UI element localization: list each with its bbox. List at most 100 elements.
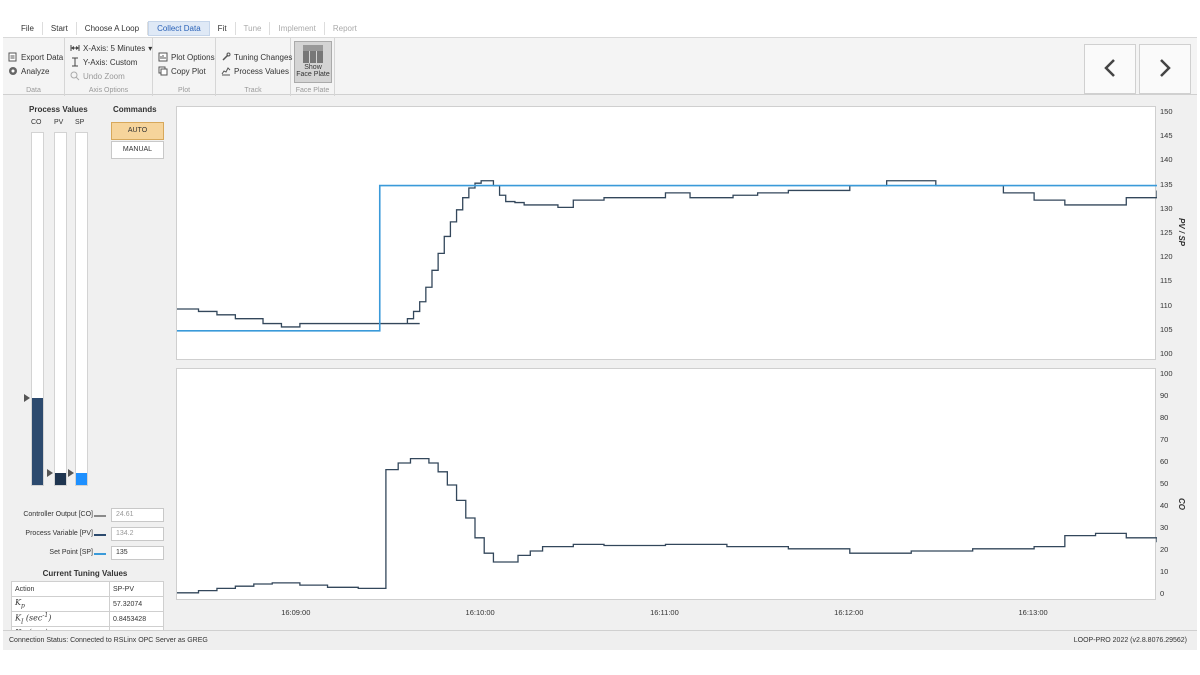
y-tick-label: 120 xyxy=(1160,252,1173,262)
pv-sp-axis-label: PV / SP xyxy=(1177,218,1186,247)
menu-start[interactable]: Start xyxy=(43,22,77,35)
co-legend-swatch xyxy=(94,515,106,517)
x-tick-label: 16:09:00 xyxy=(281,608,311,617)
data-group-title: Data xyxy=(26,87,41,94)
x-axis-dropdown[interactable]: X-Axis: 5 Minutes ▾ xyxy=(70,43,152,53)
tuning-value: 0.8453428 xyxy=(109,611,164,627)
auto-button[interactable]: AUTO xyxy=(111,122,164,140)
y-tick-label: 10 xyxy=(1160,567,1169,576)
sp-readout-label: Set Point [SP] xyxy=(49,549,93,556)
x-tick-label: 16:11:00 xyxy=(650,608,679,617)
co-value-field[interactable]: 24.61 xyxy=(111,508,164,522)
plot-options-button[interactable]: Plot Options xyxy=(158,52,215,62)
y-tick-label: 90 xyxy=(1160,391,1169,400)
y-tick-label: 145 xyxy=(1160,131,1173,141)
app-window: File Start Choose A Loop Collect Data Fi… xyxy=(3,20,1197,650)
sp-readout-row: Set Point [SP] 135 xyxy=(5,546,165,561)
show-label: Show xyxy=(304,64,322,71)
show-face-plate-button[interactable]: Show Face Plate xyxy=(294,41,332,83)
y-tick-label: 140 xyxy=(1160,155,1173,165)
y-tick-label: 70 xyxy=(1160,435,1169,444)
undo-zoom-button[interactable]: Undo Zoom xyxy=(70,71,125,81)
menu-file[interactable]: File xyxy=(13,22,43,35)
x-axis-label: X-Axis: 5 Minutes xyxy=(83,43,146,53)
export-icon xyxy=(8,52,18,62)
chart-icon xyxy=(221,66,231,76)
ribbon-group-axis-options: X-Axis: 5 Minutes ▾ Y-Axis: Custom Undo … xyxy=(65,38,153,96)
forward-button[interactable] xyxy=(1139,44,1191,94)
export-data-button[interactable]: Export Data xyxy=(8,52,63,62)
ribbon-group-faceplate: Show Face Plate Face Plate xyxy=(291,38,335,96)
menu-tune[interactable]: Tune xyxy=(236,22,271,35)
tuning-changes-label: Tuning Changes xyxy=(234,52,293,62)
tuning-changes-button[interactable]: Tuning Changes xyxy=(221,52,292,62)
wrench-icon xyxy=(221,52,231,62)
copy-plot-button[interactable]: Copy Plot xyxy=(158,66,206,76)
pv-readout-row: Process Variable [PV] 134.2 xyxy=(5,527,165,542)
co-readout-row: Controller Output [CO] 24.61 xyxy=(5,508,165,523)
y-tick-label: 105 xyxy=(1160,324,1173,334)
y-tick-label: 100 xyxy=(1160,349,1173,358)
menu-fit[interactable]: Fit xyxy=(210,22,236,35)
pv-sp-chart-svg xyxy=(177,180,1157,332)
sp-bar-label: SP xyxy=(75,119,85,126)
y-tick-label: 20 xyxy=(1160,545,1169,554)
analyze-label: Analyze xyxy=(21,66,50,76)
tuning-values-title: Current Tuning Values xyxy=(42,569,128,578)
x-tick-label: 16:13:00 xyxy=(1018,608,1048,617)
plot-group-title: Plot xyxy=(177,87,191,94)
tuning-value: 57.32074 xyxy=(109,596,164,612)
menu-collect-data[interactable]: Collect Data xyxy=(148,21,210,36)
co-bar-fill xyxy=(32,398,43,485)
y-tick-label: 40 xyxy=(1160,501,1169,510)
chevron-left-icon xyxy=(1101,57,1119,81)
y-tick-label: 60 xyxy=(1160,457,1169,466)
co-bar-marker[interactable] xyxy=(24,394,30,403)
chevron-down-icon: ▾ xyxy=(148,43,153,53)
ribbon-group-data: Export Data Analyze Data xyxy=(3,38,65,96)
sp-value-field[interactable]: 135 xyxy=(111,546,164,560)
y-tick-label: 125 xyxy=(1160,228,1173,237)
series-co-line xyxy=(177,457,1157,594)
series-sp-line xyxy=(177,184,1157,332)
pv-value-field[interactable]: 134.2 xyxy=(111,527,164,541)
tuning-row-ki: KI (sec-1) 0.8453428 xyxy=(11,611,164,627)
menu-report[interactable]: Report xyxy=(332,24,357,33)
export-data-label: Export Data xyxy=(21,52,64,62)
ribbon-toolbar: Export Data Analyze Data X-Axis: 5 Minut… xyxy=(3,37,1197,96)
co-plot[interactable] xyxy=(176,368,1157,600)
y-tick-label: 130 xyxy=(1160,203,1173,213)
y-axis-label: Y-Axis: Custom xyxy=(83,57,138,67)
chevron-right-icon xyxy=(1156,57,1174,81)
menu-implement[interactable]: Implement xyxy=(270,22,325,35)
analyze-button[interactable]: Analyze xyxy=(8,66,49,76)
y-axis-button[interactable]: Y-Axis: Custom xyxy=(70,57,137,67)
y-tick-label: 50 xyxy=(1160,479,1169,488)
track-group-title: Track xyxy=(244,87,262,94)
y-tick-label: 30 xyxy=(1160,523,1169,532)
pv-bar-fill xyxy=(55,473,66,485)
series-pv-line xyxy=(177,180,1157,328)
sp-bar-marker[interactable] xyxy=(68,468,74,477)
back-button[interactable] xyxy=(1084,44,1136,94)
ribbon-group-plot: Plot Options Copy Plot Plot xyxy=(153,38,216,96)
copy-icon xyxy=(158,66,168,76)
y-axis-icon xyxy=(70,57,80,67)
sp-bar-fill xyxy=(76,472,87,485)
pv-bar-label: PV xyxy=(54,119,64,126)
ribbon-group-track: Tuning Changes Process Values Track xyxy=(216,38,292,96)
process-values-button[interactable]: Process Values xyxy=(221,66,289,76)
pv-sp-plot[interactable] xyxy=(176,106,1157,360)
manual-button[interactable]: MANUAL xyxy=(111,141,164,159)
status-bar: Connection Status: Connected to RSLinx O… xyxy=(3,630,1197,650)
co-bar-label: CO xyxy=(31,119,42,126)
y-tick-label: 115 xyxy=(1160,276,1172,286)
y-tick-label: 110 xyxy=(1160,300,1172,310)
copy-plot-label: Copy Plot xyxy=(171,66,206,76)
menu-choose-loop[interactable]: Choose A Loop xyxy=(77,22,149,35)
pv-bar xyxy=(47,132,67,486)
tuning-key: Action xyxy=(11,581,110,597)
tuning-key: Kp xyxy=(11,596,110,612)
process-values-title: Process Values xyxy=(29,105,88,114)
tuning-row-action: Action SP-PV xyxy=(11,581,164,597)
